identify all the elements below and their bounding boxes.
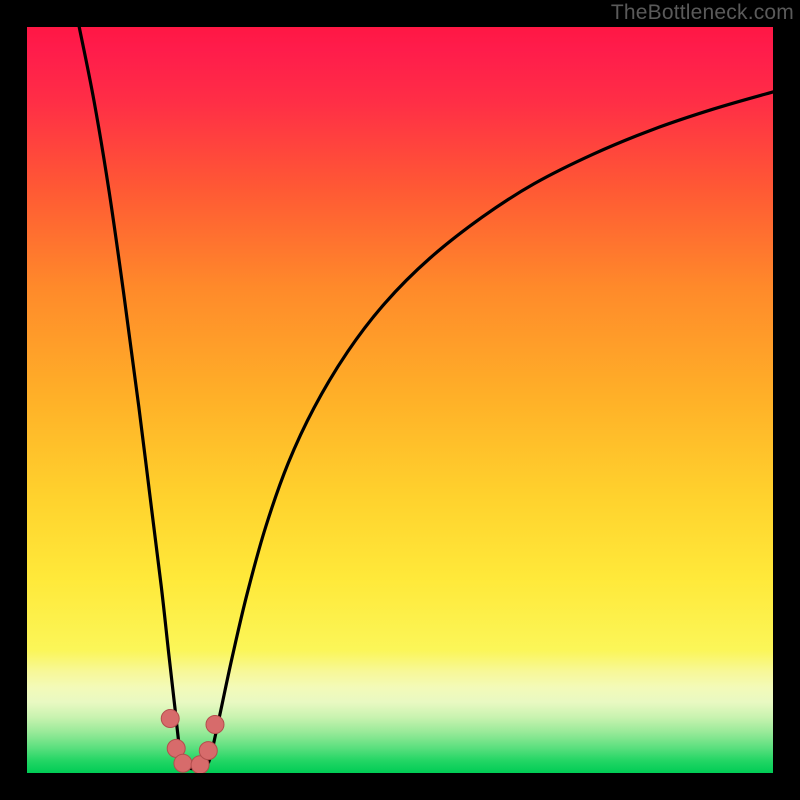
curve-svg	[27, 27, 773, 773]
plot-area	[27, 27, 773, 773]
chart-frame: TheBottleneck.com	[0, 0, 800, 800]
data-marker	[174, 754, 192, 772]
data-marker	[161, 710, 179, 728]
bottleneck-curve	[79, 27, 773, 769]
watermark-text: TheBottleneck.com	[611, 1, 794, 25]
data-marker	[206, 716, 224, 734]
data-marker	[199, 742, 217, 760]
